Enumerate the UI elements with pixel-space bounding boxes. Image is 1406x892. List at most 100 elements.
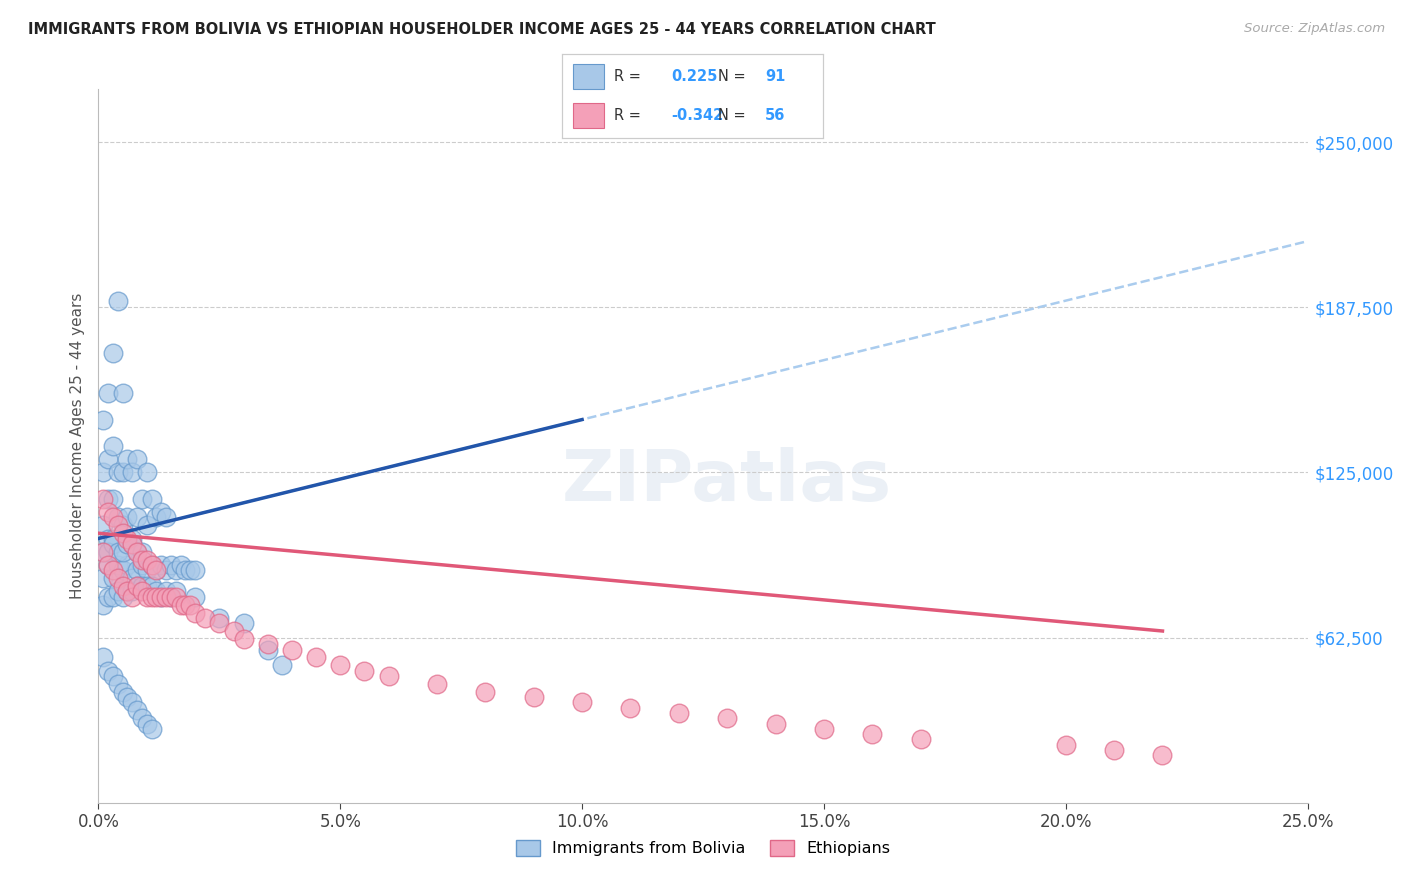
Text: ZIPatlas: ZIPatlas: [562, 447, 893, 516]
Point: [101, 563, 124, 577]
Point: [131, 545, 153, 559]
Point: [127, 563, 149, 577]
Point: [135, 466, 157, 480]
Point: [111, 466, 134, 480]
Point: [127, 545, 149, 559]
Point: [141, 558, 163, 572]
Point: [716, 711, 738, 725]
Point: [165, 584, 187, 599]
Point: [117, 558, 139, 572]
Point: [91, 650, 114, 665]
Point: [145, 563, 167, 577]
Point: [107, 677, 129, 691]
Text: N =: N =: [718, 108, 751, 123]
Point: [145, 563, 167, 577]
Point: [111, 526, 134, 541]
Point: [222, 624, 245, 638]
Point: [107, 466, 129, 480]
Point: [97, 452, 120, 467]
Text: 0.225: 0.225: [672, 69, 718, 84]
Point: [111, 563, 134, 577]
Point: [121, 584, 143, 599]
Point: [169, 558, 191, 572]
Point: [121, 466, 143, 480]
Point: [668, 706, 690, 720]
Point: [281, 642, 304, 657]
Point: [329, 658, 352, 673]
Point: [179, 598, 201, 612]
Point: [135, 552, 157, 566]
Point: [131, 579, 153, 593]
Point: [117, 584, 139, 599]
Point: [232, 632, 254, 646]
Point: [97, 558, 120, 572]
Point: [101, 439, 124, 453]
Point: [107, 571, 129, 585]
Point: [135, 518, 157, 533]
Point: [174, 598, 197, 612]
Point: [141, 722, 163, 736]
Point: [101, 571, 124, 585]
Point: [256, 642, 278, 657]
Point: [150, 505, 173, 519]
Point: [135, 590, 157, 604]
Point: [121, 695, 143, 709]
Point: [101, 590, 124, 604]
Point: [160, 558, 183, 572]
Point: [117, 452, 139, 467]
Point: [155, 510, 177, 524]
Legend: Immigrants from Bolivia, Ethiopians: Immigrants from Bolivia, Ethiopians: [509, 833, 897, 863]
Point: [353, 664, 375, 678]
Point: [97, 532, 120, 546]
Point: [111, 386, 134, 401]
Point: [165, 563, 187, 577]
Point: [127, 510, 149, 524]
Point: [127, 545, 149, 559]
Text: R =: R =: [614, 108, 645, 123]
Point: [117, 537, 139, 551]
Point: [107, 558, 129, 572]
Point: [101, 532, 124, 546]
Point: [860, 727, 883, 741]
Point: [194, 611, 217, 625]
Point: [117, 510, 139, 524]
Point: [155, 590, 177, 604]
Point: [155, 584, 177, 599]
Point: [208, 611, 231, 625]
Y-axis label: Householder Income Ages 25 - 44 years: Householder Income Ages 25 - 44 years: [69, 293, 84, 599]
Text: -0.342: -0.342: [672, 108, 724, 123]
Point: [127, 579, 149, 593]
Point: [91, 491, 114, 506]
Text: 56: 56: [765, 108, 786, 123]
Point: [117, 584, 139, 599]
Point: [426, 677, 449, 691]
Point: [117, 690, 139, 704]
FancyBboxPatch shape: [572, 63, 605, 89]
Point: [169, 598, 191, 612]
Point: [97, 386, 120, 401]
Point: [107, 584, 129, 599]
Point: [813, 722, 835, 736]
Point: [131, 491, 153, 506]
Point: [97, 664, 120, 678]
Point: [97, 491, 120, 506]
Point: [101, 669, 124, 683]
Point: [145, 510, 167, 524]
Point: [256, 637, 278, 651]
Point: [121, 537, 143, 551]
Point: [111, 518, 134, 533]
Point: [111, 685, 134, 699]
Point: [179, 563, 201, 577]
Point: [135, 563, 157, 577]
Point: [765, 716, 787, 731]
Point: [107, 510, 129, 524]
Point: [145, 590, 167, 604]
Point: [174, 563, 197, 577]
Point: [184, 563, 207, 577]
Text: N =: N =: [718, 69, 751, 84]
Point: [101, 491, 124, 506]
Point: [184, 590, 207, 604]
Point: [121, 537, 143, 551]
Point: [131, 584, 153, 599]
Point: [131, 552, 153, 566]
